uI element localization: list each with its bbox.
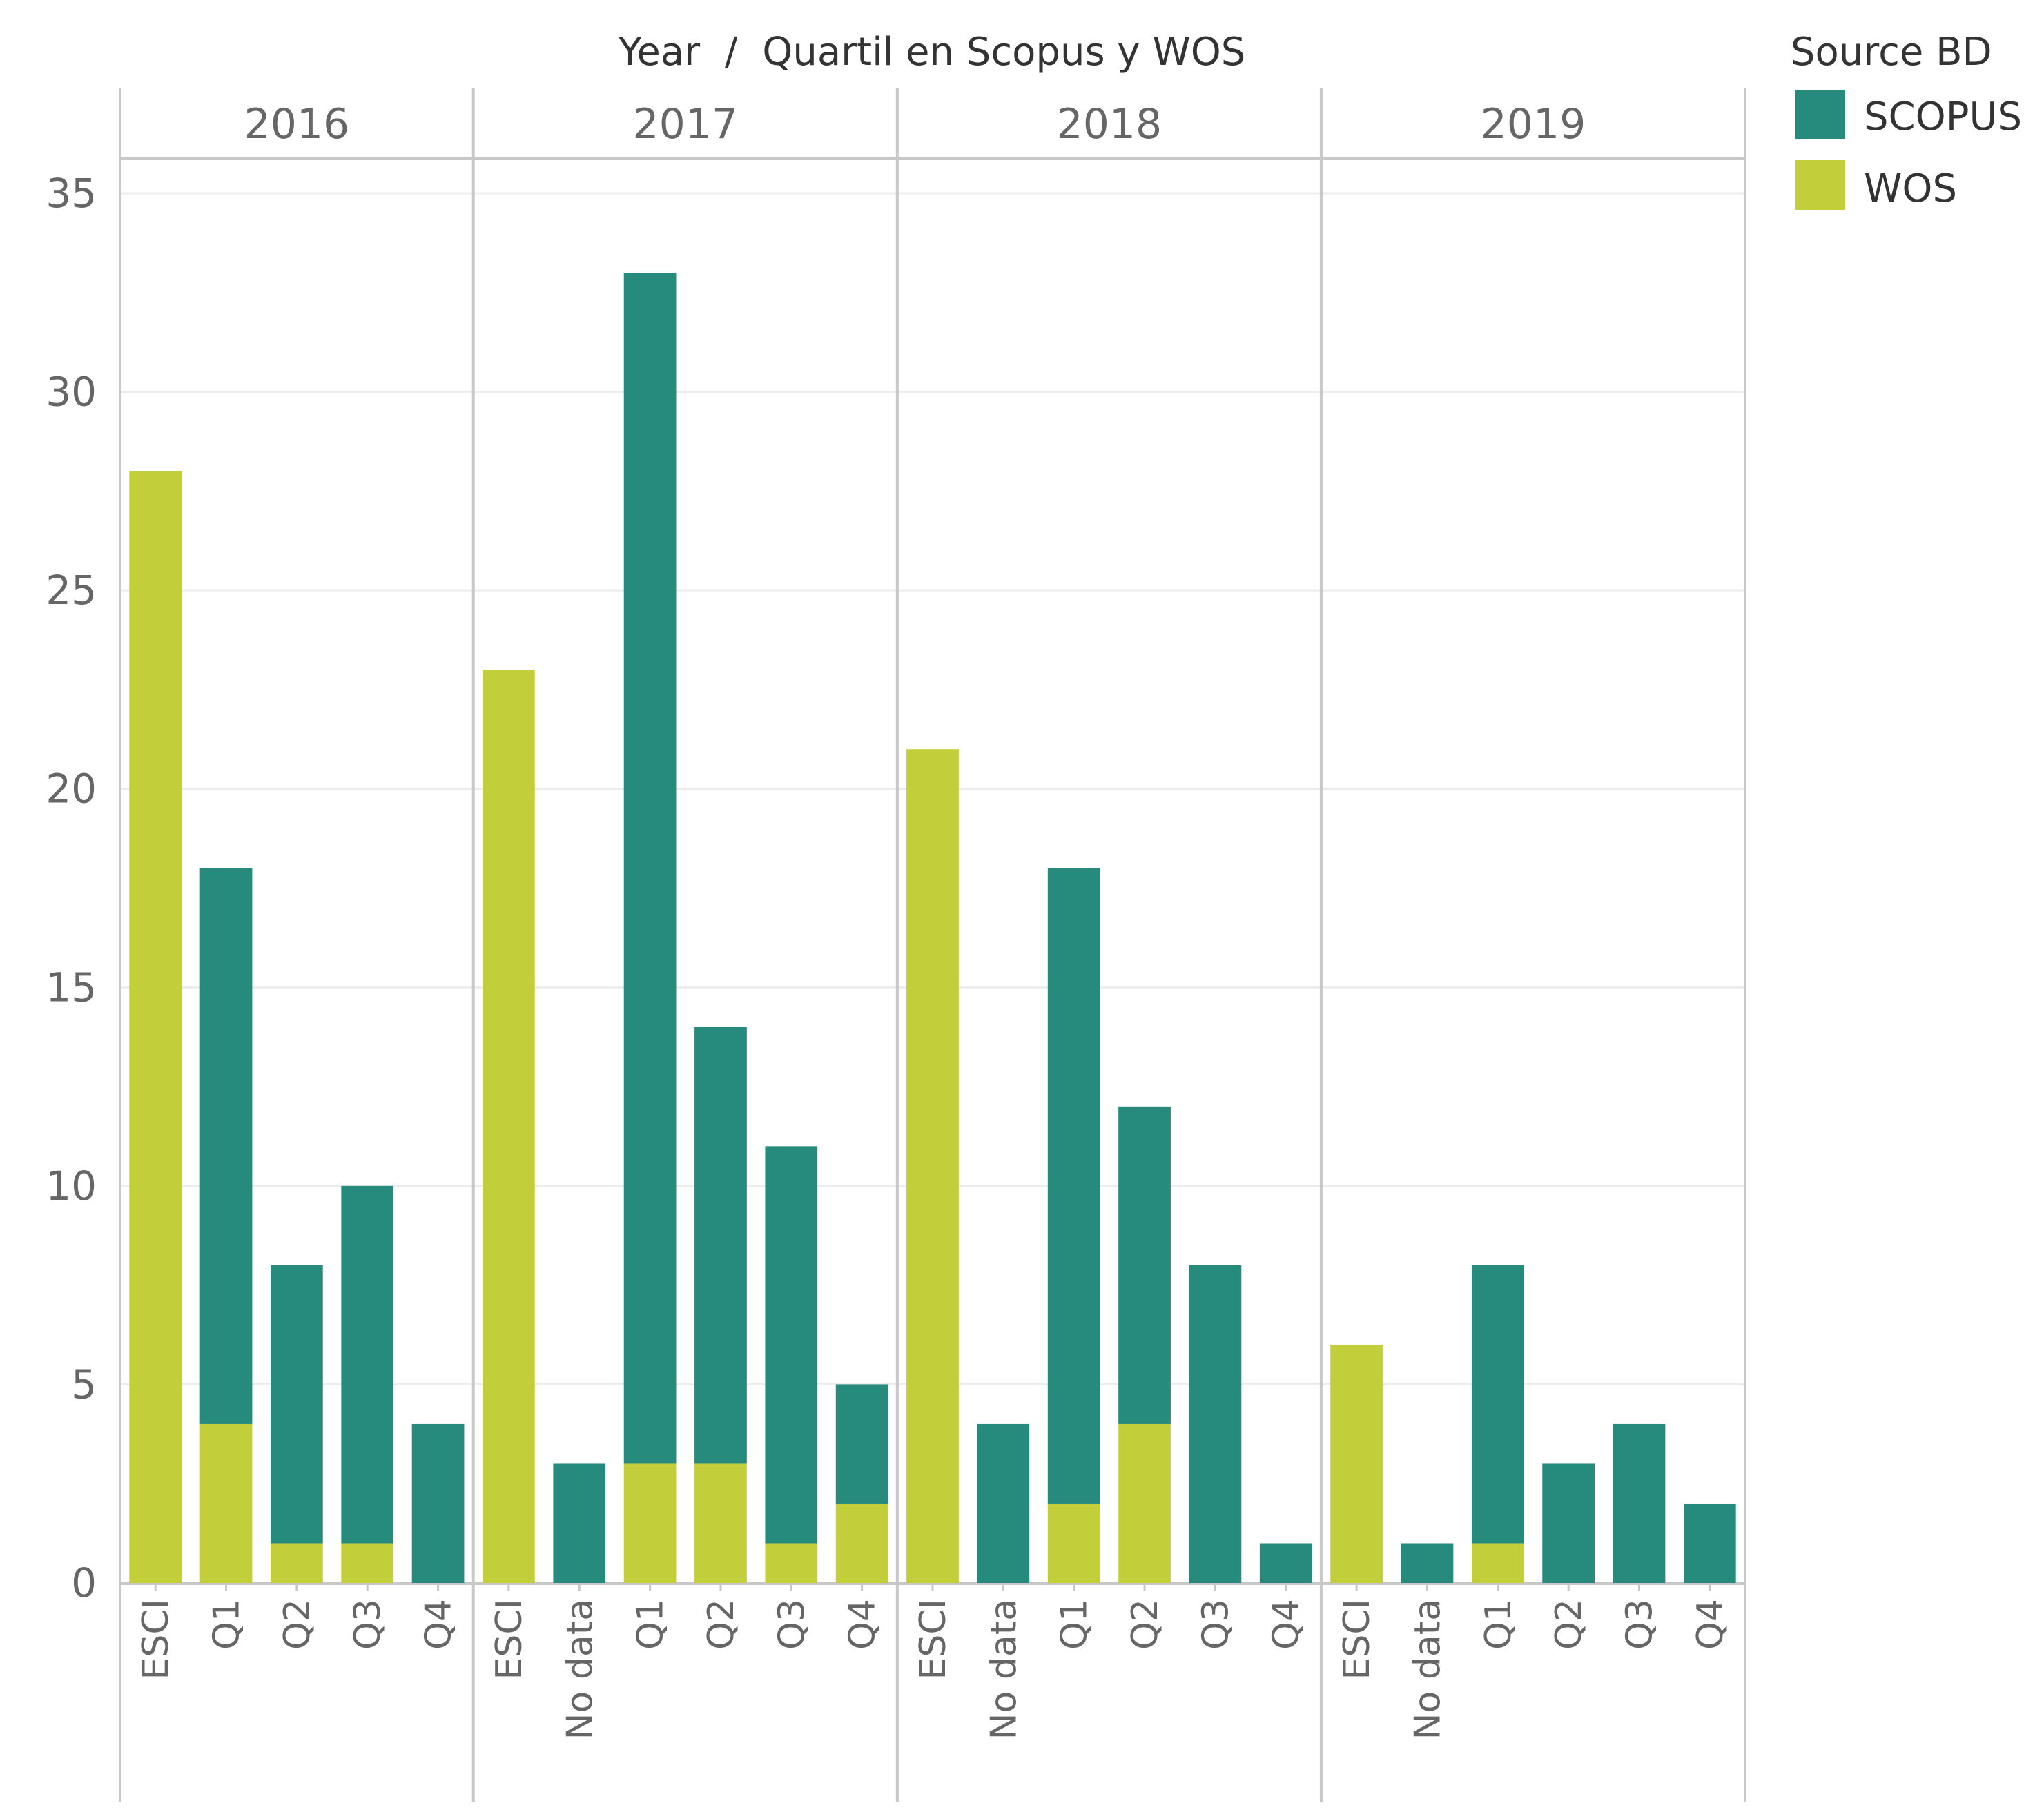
- category-label-2019-esci: ESCI: [1336, 1599, 1378, 1680]
- bar-2016-q4-scopus: [411, 1423, 465, 1583]
- bar-2017-q4-scopus: [835, 1384, 888, 1504]
- bar-2019-q3-scopus: [1613, 1423, 1666, 1583]
- bar-2017-q1-wos: [623, 1463, 677, 1583]
- bar-2017-q4-wos: [835, 1503, 888, 1583]
- bar-2019-q1-wos: [1471, 1543, 1524, 1583]
- category-label-2018-q1: Q1: [1054, 1599, 1096, 1650]
- y-tick-label-5: 5: [71, 1361, 97, 1408]
- bar-2016-q3-wos: [341, 1543, 394, 1583]
- category-label-2018-q4: Q4: [1266, 1599, 1307, 1650]
- bar-2017-esci-wos: [483, 670, 535, 1584]
- category-label-2017-no-data: No data: [559, 1599, 601, 1740]
- bar-2016-q1-wos: [199, 1423, 253, 1583]
- bar-2018-q4-scopus: [1259, 1543, 1312, 1583]
- y-tick-label-30: 30: [46, 369, 97, 416]
- bar-2018-no-data-scopus: [977, 1423, 1030, 1583]
- category-label-2019-q3: Q3: [1619, 1599, 1660, 1650]
- bar-2017-no-data-scopus: [553, 1463, 606, 1583]
- bar-2016-q1-scopus: [199, 868, 253, 1424]
- bar-2018-q1-scopus: [1047, 868, 1100, 1504]
- category-label-2016-esci: ESCI: [135, 1599, 177, 1680]
- bar-2018-q2-wos: [1118, 1423, 1171, 1583]
- category-label-2019-no-data: No data: [1407, 1599, 1448, 1740]
- category-label-2018-esci: ESCI: [913, 1599, 954, 1680]
- bar-2017-q2-scopus: [694, 1027, 747, 1464]
- year-header-2018: 2018: [1057, 100, 1162, 148]
- bar-2019-q4-scopus: [1683, 1503, 1736, 1583]
- bar-2017-q3-scopus: [765, 1146, 818, 1544]
- legend-swatch-wos: [1795, 160, 1845, 210]
- category-label-2017-q4: Q4: [842, 1599, 884, 1650]
- year-header-2019: 2019: [1481, 100, 1586, 148]
- bar-2017-q2-wos: [694, 1463, 747, 1583]
- bar-2019-q1-scopus: [1471, 1265, 1524, 1544]
- y-tick-label-35: 35: [46, 170, 97, 217]
- y-tick-label-10: 10: [46, 1163, 97, 1209]
- bar-2018-q1-wos: [1047, 1503, 1100, 1583]
- y-tick-label-20: 20: [46, 766, 97, 813]
- y-tick-label-25: 25: [46, 567, 97, 614]
- bar-2016-q3-scopus: [341, 1185, 394, 1544]
- category-label-2016-q2: Q2: [277, 1599, 318, 1650]
- category-label-2018-no-data: No data: [983, 1599, 1024, 1740]
- category-label-2016-q3: Q3: [347, 1599, 389, 1650]
- category-label-2017-q1: Q1: [630, 1599, 672, 1650]
- legend-label-wos: WOS: [1864, 166, 1957, 211]
- y-tick-label-15: 15: [46, 964, 97, 1011]
- category-label-2019-q1: Q1: [1478, 1599, 1519, 1650]
- category-label-2017-q3: Q3: [771, 1599, 812, 1650]
- legend-label-scopus: SCOPUS: [1864, 95, 2022, 139]
- bars: [129, 273, 1736, 1584]
- bar-2016-q2-scopus: [271, 1265, 323, 1544]
- bar-2018-q2-scopus: [1118, 1106, 1171, 1424]
- panel-frame: [119, 88, 1746, 1802]
- bar-2016-esci-wos: [129, 471, 182, 1583]
- bar-2017-q1-scopus: [623, 273, 677, 1464]
- bar-2018-esci-wos: [906, 749, 959, 1583]
- labels: 0 5 10 15 20 25 30 35 2016 ESCI Q1 Q2 Q3 Q4 2017 ESCI No…: [46, 100, 1731, 1740]
- bar-2017-q3-wos: [765, 1543, 818, 1583]
- y-tick-label-0: 0: [71, 1559, 97, 1606]
- category-label-2016-q4: Q4: [418, 1599, 460, 1650]
- bar-2018-q3-scopus: [1189, 1265, 1242, 1583]
- chart-title: Year / Quartil en Scopus y WOS: [618, 30, 1246, 75]
- category-label-2018-q3: Q3: [1195, 1599, 1236, 1650]
- bar-2019-q2-scopus: [1542, 1463, 1595, 1583]
- legend: Source BD SCOPUS WOS: [1791, 30, 2022, 211]
- year-header-2016: 2016: [244, 100, 350, 148]
- bar-2016-q2-wos: [271, 1543, 323, 1583]
- bar-2019-no-data-scopus: [1401, 1543, 1454, 1583]
- category-label-2017-esci: ESCI: [489, 1599, 530, 1680]
- category-label-2019-q2: Q2: [1548, 1599, 1590, 1650]
- category-label-2016-q1: Q1: [206, 1599, 248, 1650]
- legend-swatch-scopus: [1795, 90, 1845, 139]
- year-header-2017: 2017: [632, 100, 738, 148]
- bar-2019-esci-wos: [1330, 1344, 1383, 1583]
- category-label-2017-q2: Q2: [701, 1599, 742, 1650]
- legend-title: Source BD: [1791, 30, 1992, 75]
- category-label-2019-q4: Q4: [1690, 1599, 1731, 1650]
- category-label-2018-q2: Q2: [1125, 1599, 1166, 1650]
